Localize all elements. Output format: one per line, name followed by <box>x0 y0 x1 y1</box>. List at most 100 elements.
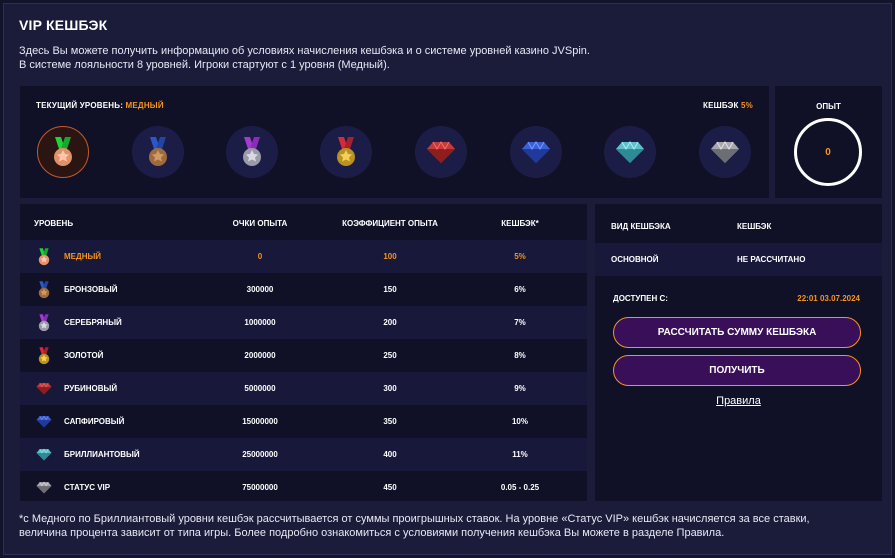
row-points: 75000000 <box>242 483 278 492</box>
diamond-icon <box>36 448 52 461</box>
sapphire-icon <box>36 415 52 428</box>
row-level-name: СЕРЕБРЯНЫЙ <box>64 318 122 327</box>
copper-medal-icon <box>51 137 75 167</box>
vip-cashback-page: VIP КЕШБЭК Здесь Вы можете получить инфо… <box>3 3 892 555</box>
row-cashback: 7% <box>514 318 526 327</box>
gold-medal-icon <box>334 137 358 167</box>
level-badge-ruby[interactable] <box>415 126 467 178</box>
current-level-label: ТЕКУЩИЙ УРОВЕНЬ: <box>36 101 126 110</box>
row-level-name: САПФИРОВЫЙ <box>64 417 125 426</box>
current-level-value: МЕДНЫЙ <box>125 101 164 110</box>
row-points: 5000000 <box>244 384 276 393</box>
row-cashback: 10% <box>511 417 528 426</box>
level-badge-gold[interactable] <box>320 126 372 178</box>
row-points: 25000000 <box>242 450 278 459</box>
row-cashback: 0.05 - 0.25 <box>500 483 540 492</box>
row-points: 0 <box>257 252 263 261</box>
row-cashback: 6% <box>514 285 526 294</box>
current-cashback-label: КЕШБЭК <box>703 101 742 110</box>
current-cashback-value: 5% <box>741 101 753 110</box>
table-row: БРИЛЛИАНТОВЫЙ 25000000 400 11% <box>20 438 587 471</box>
table-row: СТАТУС VIP 75000000 450 0.05 - 0.25 <box>20 471 587 501</box>
experience-value: 0 <box>825 146 831 158</box>
table-row: СЕРЕБРЯНЫЙ 1000000 200 7% <box>20 306 587 339</box>
level-badge-copper[interactable] <box>37 126 89 178</box>
row-cashback: 9% <box>514 384 526 393</box>
row-coef: 100 <box>383 252 397 261</box>
get-cashback-button[interactable]: ПОЛУЧИТЬ <box>613 355 861 386</box>
level-badge-vip[interactable] <box>699 126 751 178</box>
bronze-medal-icon <box>37 281 51 299</box>
calculate-cashback-button[interactable]: РАССЧИТАТЬ СУММУ КЕШБЭКА <box>613 317 861 348</box>
current-level: ТЕКУЩИЙ УРОВЕНЬ: МЕДНЫЙ <box>36 101 164 110</box>
row-coef: 300 <box>383 384 397 393</box>
row-level-name: ЗОЛОТОЙ <box>64 351 104 360</box>
row-cashback: 8% <box>514 351 526 360</box>
level-badge-silver[interactable] <box>226 126 278 178</box>
row-cashback: 5% <box>514 252 526 261</box>
table-row: МЕДНЫЙ 0 100 5% <box>20 240 587 273</box>
table-row: БРОНЗОВЫЙ 300000 150 6% <box>20 273 587 306</box>
row-cashback: 11% <box>512 450 528 459</box>
silver-medal-icon <box>240 137 264 167</box>
table-row: РУБИНОВЫЙ 5000000 300 9% <box>20 372 587 405</box>
levels-table: УРОВЕНЬ ОЧКИ ОПЫТА КОЭФФИЦИЕНТ ОПЫТА КЕШ… <box>20 204 587 501</box>
cashback-value-row: ОСНОВНОЙ НЕ РАССЧИТАНО <box>595 243 882 276</box>
row-coef: 150 <box>383 285 397 294</box>
footnote-line-2: величина процента зависит от типа игры. … <box>19 527 725 539</box>
cashback-panel: ВИД КЕШБЭКА КЕШБЭК ОСНОВНОЙ НЕ РАССЧИТАН… <box>595 204 882 501</box>
row-coef: 200 <box>383 318 397 327</box>
cashback-type-header: ВИД КЕШБЭКА <box>611 222 671 231</box>
row-points: 15000000 <box>242 417 278 426</box>
page-description: Здесь Вы можете получить информацию об у… <box>19 44 879 72</box>
row-level-name: СТАТУС VIP <box>64 483 111 492</box>
row-coef: 450 <box>383 483 397 492</box>
ruby-icon <box>426 140 456 164</box>
available-date: 22:01 03.07.2024 <box>797 294 860 303</box>
row-points: 300000 <box>246 285 274 294</box>
header-coef: КОЭФФИЦИЕНТ ОПЫТА <box>342 219 438 228</box>
ruby-icon <box>36 382 52 395</box>
table-header: УРОВЕНЬ ОЧКИ ОПЫТА КОЭФФИЦИЕНТ ОПЫТА КЕШ… <box>20 207 587 240</box>
cashback-available-row: ДОСТУПЕН С: 22:01 03.07.2024 <box>595 282 882 315</box>
row-coef: 350 <box>383 417 397 426</box>
header-cashback: КЕШБЭК* <box>501 219 539 228</box>
diamond-icon <box>615 140 645 164</box>
row-level-name: МЕДНЫЙ <box>64 252 102 261</box>
experience-label: ОПЫТ <box>816 102 841 111</box>
experience-ring: 0 <box>794 118 862 186</box>
table-row: САПФИРОВЫЙ 15000000 350 10% <box>20 405 587 438</box>
table-row: ЗОЛОТОЙ 2000000 250 8% <box>20 339 587 372</box>
sapphire-icon <box>521 140 551 164</box>
experience-panel: ОПЫТ 0 <box>775 86 882 198</box>
header-points: ОЧКИ ОПЫТА <box>232 219 288 228</box>
row-coef: 250 <box>383 351 397 360</box>
bronze-medal-icon <box>146 137 170 167</box>
levels-panel: ТЕКУЩИЙ УРОВЕНЬ: МЕДНЫЙ КЕШБЭК 5% <box>20 86 769 198</box>
row-coef: 400 <box>383 450 397 459</box>
level-badge-bronze[interactable] <box>132 126 184 178</box>
current-cashback: КЕШБЭК 5% <box>703 101 753 110</box>
level-badge-sapphire[interactable] <box>510 126 562 178</box>
vip-diamond-icon <box>710 140 740 164</box>
silver-medal-icon <box>37 314 51 332</box>
rules-link[interactable]: Правила <box>716 395 761 407</box>
row-points: 1000000 <box>244 318 276 327</box>
cashback-header-row: ВИД КЕШБЭКА КЕШБЭК <box>595 210 882 243</box>
level-badge-diamond[interactable] <box>604 126 656 178</box>
row-level-name: РУБИНОВЫЙ <box>64 384 118 393</box>
row-level-name: БРОНЗОВЫЙ <box>64 285 118 294</box>
header-level: УРОВЕНЬ <box>34 219 74 228</box>
cashback-amount-value: НЕ РАССЧИТАНО <box>737 255 806 264</box>
available-label: ДОСТУПЕН С: <box>613 294 668 303</box>
gold-medal-icon <box>37 347 51 365</box>
page-title: VIP КЕШБЭК <box>19 17 108 33</box>
row-level-name: БРИЛЛИАНТОВЫЙ <box>64 450 140 459</box>
cashback-amount-header: КЕШБЭК <box>737 222 772 231</box>
row-points: 2000000 <box>244 351 276 360</box>
footnote-line-1: *с Медного по Бриллиантовый уровни кешбэ… <box>19 513 810 525</box>
description-line-1: Здесь Вы можете получить информацию об у… <box>19 45 590 57</box>
footnote: *с Медного по Бриллиантовый уровни кешбэ… <box>19 512 885 540</box>
cashback-type-value: ОСНОВНОЙ <box>611 255 659 264</box>
description-line-2: В системе лояльности 8 уровней. Игроки с… <box>19 59 390 71</box>
